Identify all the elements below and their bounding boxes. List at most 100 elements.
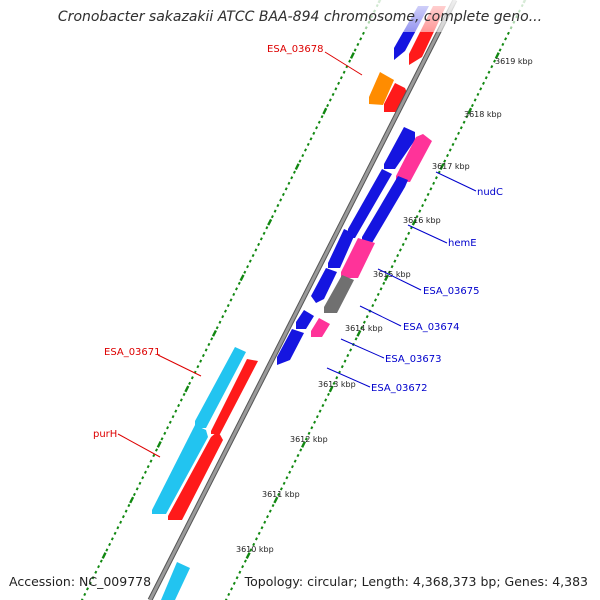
minor-tick — [218, 320, 222, 324]
gene-cyan-bottom[interactable] — [161, 562, 190, 600]
minor-tick — [226, 303, 230, 308]
minor-tick — [254, 537, 258, 541]
gene-red-bottom[interactable] — [168, 431, 223, 520]
minor-tick — [80, 598, 84, 600]
minor-tick — [487, 70, 491, 74]
minor-tick — [224, 309, 227, 313]
tick-label-3618: 3618 kbp — [464, 110, 502, 119]
minor-tick — [426, 192, 430, 197]
leader-esa-03678 — [324, 51, 363, 76]
tick-label-3617: 3617 kbp — [432, 162, 470, 171]
minor-tick — [371, 303, 375, 308]
tick-labels: 3610 kbp 3611 kbp 3612 kbp 3613 kbp 3614… — [236, 57, 533, 554]
label-esa-03672[interactable]: ESA_03672 — [371, 383, 428, 394]
gene-heme[interactable] — [362, 176, 408, 243]
minor-tick — [354, 337, 358, 341]
gene-blue-e[interactable] — [296, 310, 314, 329]
gene-esa-03671[interactable] — [195, 347, 246, 428]
major-tick — [384, 274, 390, 282]
minor-tick — [146, 465, 150, 469]
label-esa-03674[interactable]: ESA_03674 — [403, 322, 460, 333]
gene-purh[interactable] — [152, 425, 208, 514]
minor-tick — [248, 259, 252, 263]
minor-tick — [271, 503, 275, 508]
minor-tick — [379, 287, 383, 291]
page-title: Cronobacter sakazakii ATCC BAA-894 chrom… — [57, 9, 543, 25]
label-leader-lines — [117, 51, 477, 458]
label-nudc[interactable]: nudC — [477, 187, 503, 198]
major-tick — [328, 385, 334, 393]
minor-tick — [121, 515, 125, 519]
minor-tick — [298, 159, 302, 163]
minor-tick — [346, 353, 350, 358]
minor-tick — [318, 409, 322, 413]
minor-tick — [259, 237, 263, 241]
minor-tick — [171, 415, 175, 419]
label-esa-03678[interactable]: ESA_03678 — [267, 44, 324, 55]
minor-tick — [482, 81, 485, 85]
accession-text: Accession: NC_009778 — [9, 574, 152, 589]
gene-blue-b[interactable] — [348, 169, 392, 238]
minor-tick — [160, 437, 164, 441]
minor-tick — [434, 176, 438, 180]
minor-tick — [268, 509, 272, 513]
minor-tick — [393, 259, 397, 263]
gene-red-mid[interactable] — [211, 359, 258, 434]
minor-tick — [443, 159, 447, 163]
minor-tick — [342, 70, 346, 74]
minor-tick — [105, 548, 109, 552]
gene-esa-03674[interactable] — [324, 275, 354, 313]
minor-tick — [199, 359, 203, 363]
label-heme[interactable]: hemE — [448, 238, 477, 249]
gene-esa-03678[interactable] — [369, 72, 394, 105]
major-tick — [467, 107, 473, 115]
minor-tick — [457, 131, 461, 135]
minor-tick — [279, 198, 283, 202]
minor-tick — [353, 48, 357, 52]
minor-tick — [168, 420, 172, 424]
gene-esa-03672[interactable] — [277, 329, 304, 365]
minor-tick — [321, 403, 325, 408]
minor-tick — [177, 403, 181, 408]
gene-esa-03675[interactable] — [341, 238, 375, 278]
label-esa-03671[interactable]: ESA_03671 — [104, 347, 161, 358]
minor-tick — [232, 581, 236, 585]
tick-label-3614: 3614 kbp — [345, 324, 383, 333]
minor-tick — [277, 492, 281, 497]
minor-tick — [304, 148, 307, 152]
minor-tick — [304, 437, 308, 441]
leader-esa-03674 — [359, 305, 402, 327]
gene-blue-d[interactable] — [311, 268, 337, 303]
minor-tick — [138, 481, 142, 485]
minor-tick — [484, 76, 488, 80]
minor-tick — [124, 509, 128, 513]
gene-blue-c[interactable] — [328, 229, 355, 268]
minor-tick — [331, 92, 335, 97]
gene-blue-a[interactable] — [384, 127, 415, 169]
gene-esa-03673[interactable] — [311, 318, 330, 337]
minor-tick — [382, 281, 386, 285]
minor-tick — [190, 376, 194, 380]
minor-tick — [313, 420, 317, 424]
label-purh[interactable]: purH — [93, 429, 117, 440]
gene-nudc[interactable] — [396, 134, 432, 182]
minor-tick — [182, 392, 186, 397]
minor-tick — [116, 526, 120, 530]
minor-tick — [310, 426, 314, 430]
title-backdrop — [0, 0, 600, 32]
major-tick — [239, 274, 245, 282]
minor-tick — [290, 465, 294, 469]
label-esa-03675[interactable]: ESA_03675 — [423, 286, 480, 297]
major-tick — [156, 441, 162, 448]
minor-tick — [224, 598, 228, 600]
label-esa-03673[interactable]: ESA_03673 — [385, 354, 442, 365]
tick-label-3611: 3611 kbp — [262, 490, 300, 499]
gene-red-small[interactable] — [384, 83, 408, 112]
minor-tick — [135, 487, 139, 491]
minor-tick — [230, 587, 234, 591]
tick-label-3610: 3610 kbp — [236, 545, 274, 554]
minor-tick — [260, 526, 264, 530]
major-tick — [129, 496, 135, 504]
minor-tick — [359, 37, 363, 41]
minor-tick — [163, 431, 167, 435]
